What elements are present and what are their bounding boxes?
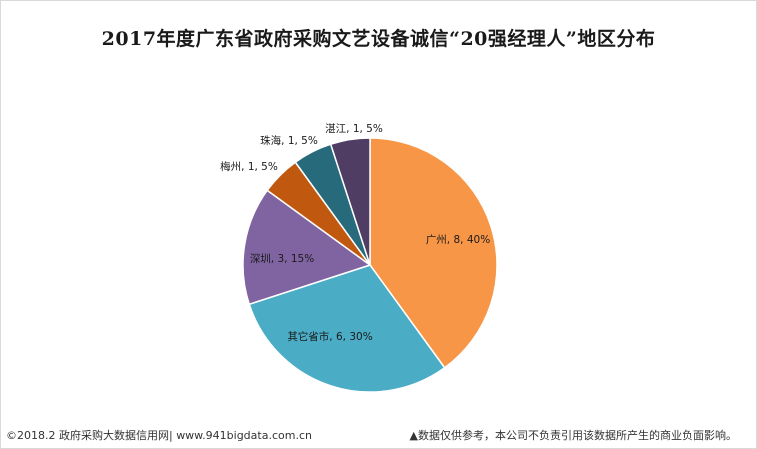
pie-slice-湛江 [329, 137, 371, 266]
pie-labels: 广州, 8, 40% 其它省市, 6, 30% 深圳, 3, 15% 梅州, 1, 5… [220, 123, 490, 343]
pie-slice-其它省市 [248, 264, 446, 393]
chart-title: 2017年度广东省政府采购文艺设备诚信“20强经理人”地区分布 [101, 28, 656, 50]
pie-slice-label: 深圳, 3, 15% [250, 253, 314, 265]
pie-slice-深圳 [242, 189, 372, 306]
pie-slices [242, 137, 498, 393]
pie-slice-label: 广州, 8, 40% [426, 234, 490, 246]
footer-copyright: ©2018.2 政府采购大数据信用网| www.941bigdata.com.c… [6, 429, 312, 442]
pie-slice-label: 珠海, 1, 5% [260, 134, 318, 147]
pie-slice-广州 [369, 137, 498, 369]
pie-slice-label: 其它省市, 6, 30% [287, 330, 372, 343]
pie-slice-label: 湛江, 1, 5% [325, 123, 383, 135]
pie-slice-label: 梅州, 1, 5% [220, 160, 278, 173]
footer-disclaimer: ▲数据仅供参考，本公司不负责引用该数据所产生的商业负面影响。 [409, 429, 737, 442]
